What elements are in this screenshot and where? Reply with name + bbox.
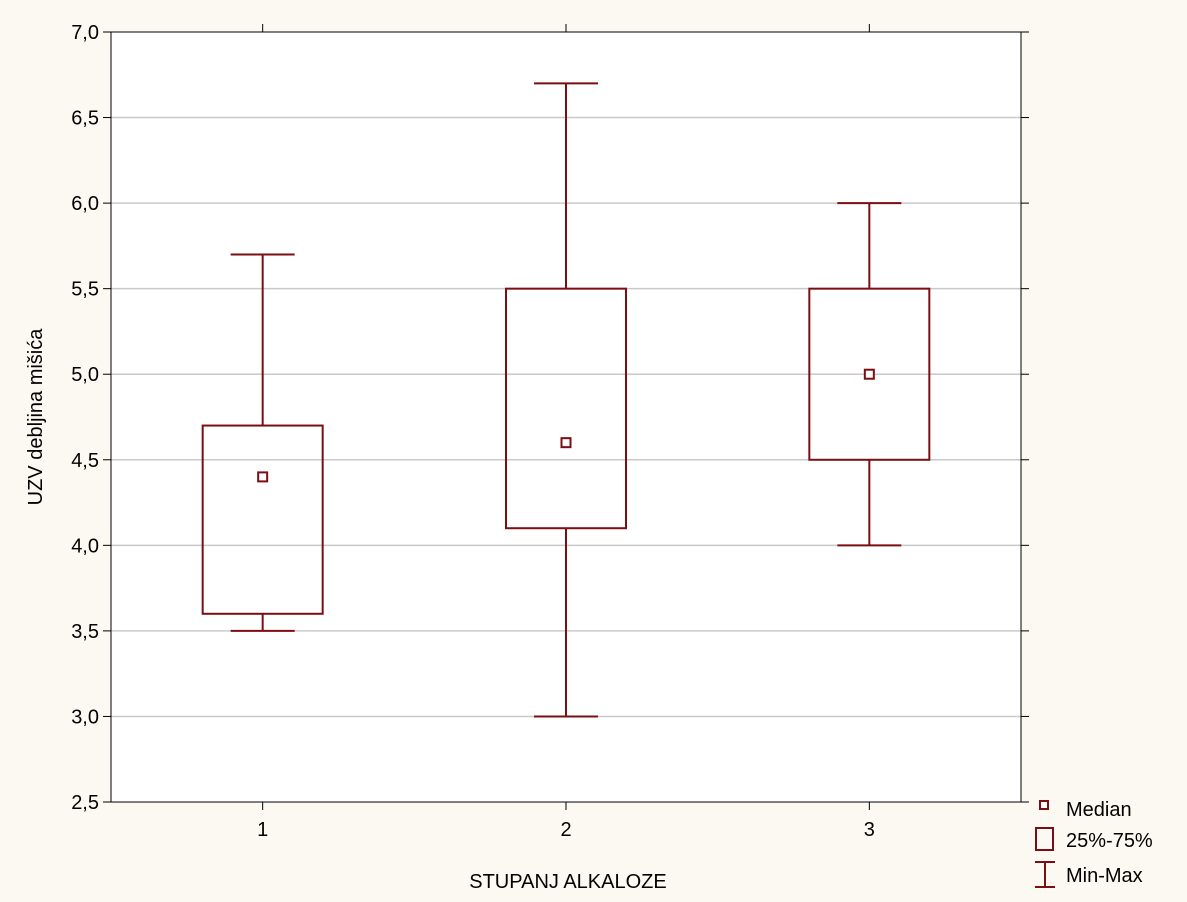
y-tick-label: 6,0 [71,193,99,215]
y-tick-label: 4,0 [71,535,99,557]
y-tick-label: 3,5 [71,621,99,643]
legend-box-label: 25%-75% [1066,830,1153,852]
y-tick-label: 4,5 [71,450,99,472]
x-axis-title: STUPANJ ALKALOZE [469,871,666,893]
iqr-box [201,424,324,615]
legend: Median 25%-75% Min-Max [1035,799,1153,888]
box-group-2 [505,82,627,718]
median-marker [257,471,269,483]
legend-whisker-swatch [1035,861,1055,888]
box-group-3 [808,202,931,547]
y-tick-label: 7,0 [71,22,99,44]
y-tick-label: 2,5 [71,792,99,814]
y-tick-label: 5,5 [71,279,99,301]
legend-whisker-label: Min-Max [1066,865,1143,887]
x-tick-label: 2 [560,819,571,841]
iqr-box [808,287,931,461]
y-tick-label: 6,5 [71,108,99,130]
legend-median-label: Median [1066,799,1132,821]
boxes [201,82,931,718]
axis-ticks: 2,5 3,0 3,5 4,0 4,5 5,0 5,5 6,0 6,5 7,0 1 2 3 [71,22,1029,841]
x-tick-label: 1 [257,819,268,841]
y-tick-label: 3,0 [71,706,99,728]
legend-median-swatch [1039,800,1049,810]
median-marker [560,437,572,449]
box-group-1 [201,253,324,632]
legend-box-swatch [1035,827,1054,851]
y-axis-title: UZV debljina mišića [25,328,47,506]
plot-frame [110,31,1022,803]
iqr-box [505,287,627,530]
median-marker [863,368,875,380]
y-tick-label: 5,0 [71,364,99,386]
x-tick-label: 3 [864,819,875,841]
